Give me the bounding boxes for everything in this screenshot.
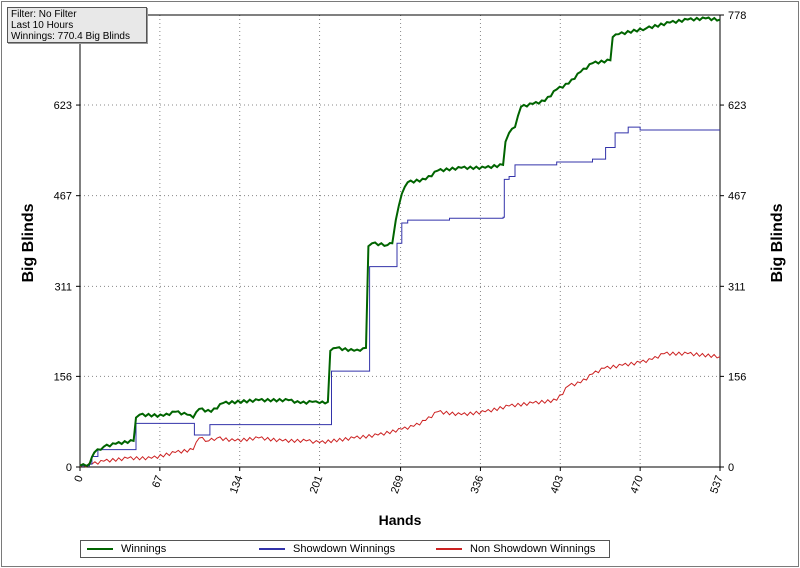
y-tick-label-right: 0 [728, 462, 734, 474]
x-axis: 0 67 134 201 269 336 403 470 537 [72, 467, 726, 495]
x-tick-label: 336 [469, 474, 487, 495]
y-tick-label-left: 156 [54, 371, 72, 383]
filter-text: Filter: No Filter [11, 9, 77, 20]
x-tick-label: 134 [228, 474, 246, 495]
y-tick-label-right: 623 [728, 100, 746, 112]
x-tick-label: 67 [150, 474, 165, 490]
y-axis-right: 0 156 311 467 623 778 [720, 10, 746, 474]
info-box: Filter: No Filter Last 10 Hours Winnings… [7, 7, 147, 43]
y-tick-label-left: 467 [54, 191, 72, 203]
period-text: Last 10 Hours [11, 20, 74, 31]
y-axis-title-left: Big Blinds [20, 203, 37, 282]
series-line-winnings [79, 16, 721, 468]
legend-label: Showdown Winnings [293, 543, 396, 555]
y-axis-title-right: Big Blinds [769, 203, 786, 282]
grid-lines [80, 15, 720, 467]
legend-label: Non Showdown Winnings [470, 543, 596, 555]
x-tick-label: 269 [389, 474, 407, 495]
y-tick-label-right: 778 [728, 10, 746, 22]
winnings-text: Winnings: 770.4 Big Blinds [11, 31, 130, 42]
y-tick-label-left: 311 [54, 281, 72, 293]
x-tick-label: 403 [549, 474, 567, 495]
x-tick-label: 470 [628, 474, 646, 495]
legend: Winnings Showdown Winnings Non Showdown … [80, 540, 610, 558]
y-tick-label-right: 156 [728, 371, 746, 383]
legend-item-winnings: Winnings [87, 541, 247, 557]
y-tick-label-right: 311 [728, 281, 746, 293]
legend-swatch-showdown [259, 548, 285, 550]
y-tick-label-left: 623 [54, 100, 72, 112]
legend-label: Winnings [121, 543, 167, 555]
x-tick-label: 0 [72, 474, 85, 484]
series-line-showdown-winnings [80, 126, 720, 467]
legend-swatch-winnings [87, 548, 113, 550]
x-tick-label: 537 [708, 474, 726, 495]
legend-item-non-showdown: Non Showdown Winnings [436, 541, 606, 557]
x-axis-title: Hands [379, 512, 422, 528]
series-lines [79, 16, 721, 468]
legend-swatch-non-showdown [436, 548, 462, 550]
x-tick-label: 201 [308, 474, 326, 495]
y-tick-label-right: 467 [728, 191, 746, 203]
plot-area [79, 14, 721, 468]
series-line-non-showdown-winnings [79, 351, 721, 468]
y-tick-label-left: 0 [66, 462, 72, 474]
legend-item-showdown: Showdown Winnings [259, 541, 429, 557]
